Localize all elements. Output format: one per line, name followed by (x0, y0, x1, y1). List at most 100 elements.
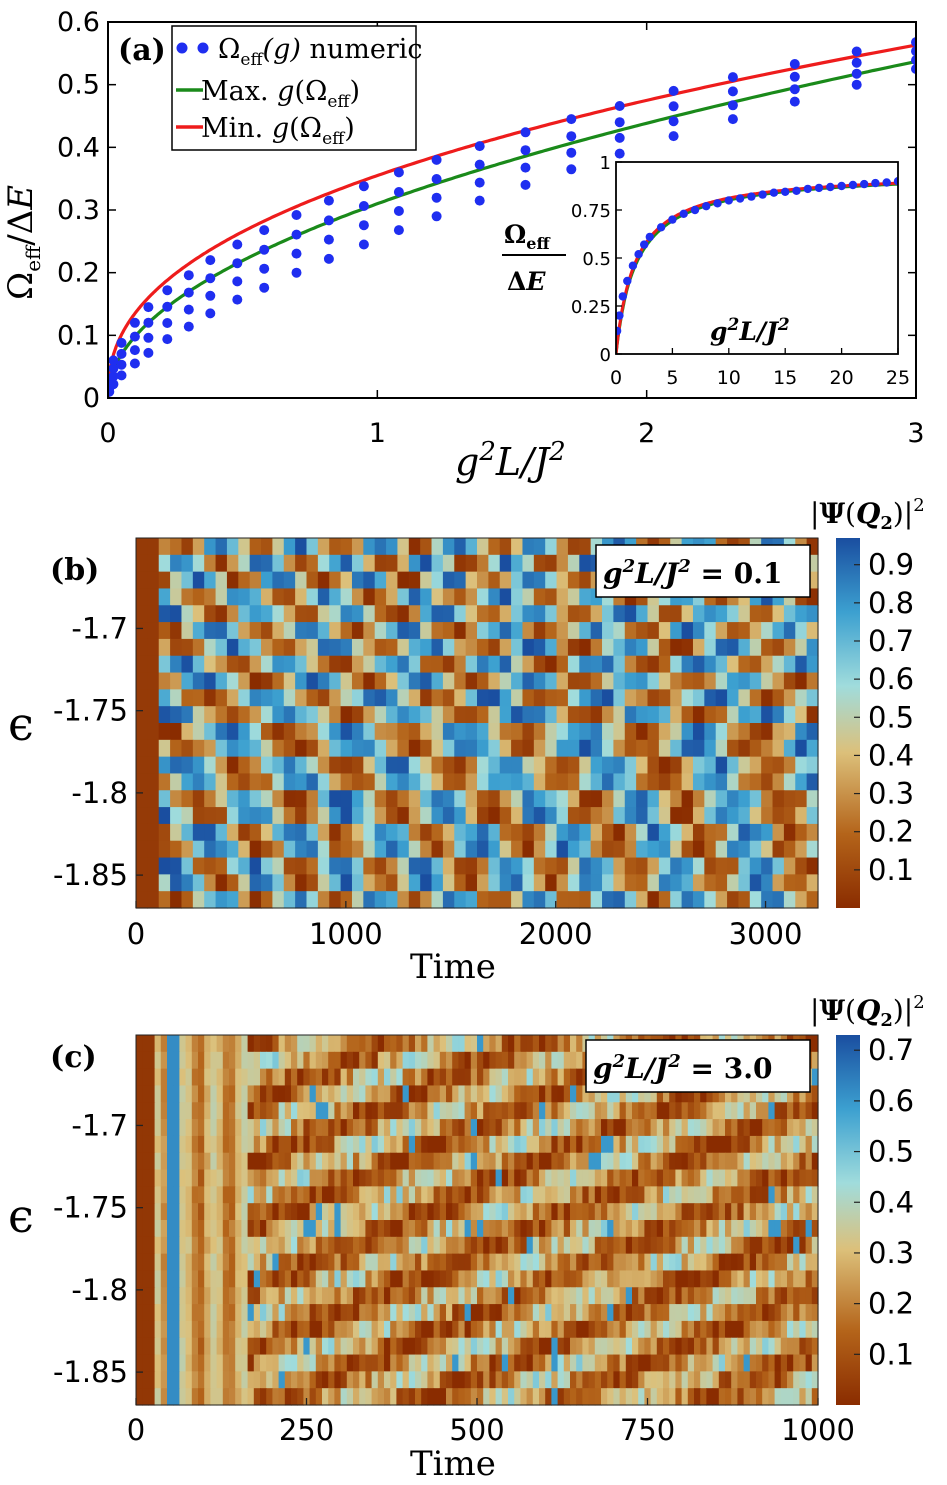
heatmap-cell (526, 1388, 534, 1406)
heatmap-cell (464, 1102, 472, 1120)
heatmap-cell (567, 622, 580, 640)
heatmap-cell (464, 1337, 472, 1356)
heatmap-cell (465, 891, 478, 909)
heatmap-cell (158, 588, 171, 606)
heatmap-cell (806, 723, 819, 741)
heatmap-cell (303, 1085, 311, 1103)
heatmap-cell (811, 1051, 819, 1070)
heatmap-cell (488, 706, 501, 724)
heatmap-cell (737, 1253, 745, 1272)
heatmap-cell (567, 840, 580, 859)
heatmap-cell (303, 1337, 311, 1356)
heatmap-cell (215, 622, 228, 640)
numeric-point (232, 258, 243, 269)
heatmap-cell (421, 1051, 428, 1070)
heatmap-cell (191, 1102, 199, 1120)
heatmap-cell (681, 840, 694, 859)
heatmap-cell (210, 1236, 218, 1255)
heatmap-cell (260, 1068, 267, 1087)
heatmap-cell (489, 1085, 497, 1103)
heatmap-cell (154, 1304, 162, 1322)
heatmap-cell (147, 689, 160, 707)
heatmap-cell (687, 1203, 695, 1221)
heatmap-cell (650, 1220, 658, 1238)
heatmap-cell (297, 1186, 304, 1204)
heatmap-cell (390, 1152, 397, 1171)
heatmap-cell (408, 807, 421, 825)
heatmap-cell (222, 1119, 230, 1137)
heatmap-cell (216, 1119, 224, 1137)
heatmap-cell (681, 1371, 689, 1389)
heatmap-cell (241, 1186, 249, 1204)
heatmap-cell (408, 857, 421, 875)
heatmap-cell (787, 1152, 794, 1171)
inset-point (623, 276, 632, 286)
heatmap-cell (235, 1152, 242, 1171)
heatmap-cell (687, 1304, 695, 1322)
heatmap-cell (636, 706, 649, 724)
heatmap-cell (749, 706, 762, 724)
heatmap-cell (532, 1203, 540, 1221)
heatmap-cell (638, 1253, 645, 1272)
heatmap-cell (386, 689, 399, 707)
heatmap-cell (762, 1354, 769, 1372)
heatmap-cell (508, 1169, 515, 1187)
heatmap-cell (226, 840, 239, 859)
heatmap-cell (533, 588, 546, 606)
heatmap-cell (317, 723, 330, 741)
heatmap-cell (420, 571, 433, 590)
heatmap-cell (359, 1035, 366, 1053)
heatmap-cell (588, 1152, 596, 1171)
heatmap-cell (377, 1270, 385, 1288)
heatmap-cell (446, 1035, 453, 1053)
heatmap-cell (136, 1236, 143, 1255)
heatmap-cell (386, 706, 399, 724)
heatmap-cell (397, 638, 410, 657)
heatmap-cell (179, 1102, 187, 1120)
heatmap-cell (570, 1354, 577, 1372)
heatmap-cell (731, 1169, 738, 1187)
heatmap-cell (148, 1236, 156, 1255)
heatmap-cell (158, 622, 171, 640)
heatmap-cell (458, 1035, 466, 1053)
y-tick-label: 0 (83, 383, 100, 414)
heatmap-cell (185, 1203, 193, 1221)
heatmap-cell (532, 1051, 540, 1070)
heatmap-cell (669, 1220, 676, 1238)
heatmap-cell (136, 538, 148, 556)
heatmap-cell (363, 571, 376, 590)
heatmap-cell (706, 1186, 714, 1204)
heatmap-cell (551, 1253, 559, 1272)
heatmap-cell (508, 1186, 515, 1204)
heatmap-cell (346, 1169, 354, 1187)
heatmap-cell (204, 1169, 211, 1187)
heatmap-cell (363, 538, 376, 556)
heatmap-cell (329, 723, 342, 741)
heatmap-cell (179, 1169, 187, 1187)
heatmap-cell (706, 1169, 714, 1187)
heatmap-cell (756, 1220, 763, 1238)
heatmap-cell (731, 1152, 738, 1171)
numeric-point (116, 370, 127, 381)
heatmap-cell (181, 605, 194, 623)
heatmap-cell (625, 1152, 633, 1171)
heatmap-cell (204, 823, 217, 842)
heatmap-cell (198, 1220, 205, 1238)
heatmap-cell (526, 1354, 534, 1372)
heatmap-cell (222, 1253, 230, 1272)
heatmap-cell (650, 1102, 658, 1120)
heatmap-cell (433, 1169, 441, 1187)
heatmap-cell (780, 1270, 788, 1288)
numeric-point (116, 337, 127, 348)
heatmap-cell (533, 689, 546, 707)
heatmap-cell (235, 1068, 242, 1087)
numeric-point (205, 255, 216, 266)
heatmap-cell (545, 1035, 552, 1053)
heatmap-cell (226, 571, 239, 590)
heatmap-cell (167, 1169, 174, 1187)
heatmap-cell (260, 1354, 267, 1372)
heatmap-cell (489, 1371, 497, 1389)
heatmap-cell (725, 1337, 732, 1356)
heatmap-cell (636, 790, 649, 808)
numeric-point (205, 308, 216, 319)
